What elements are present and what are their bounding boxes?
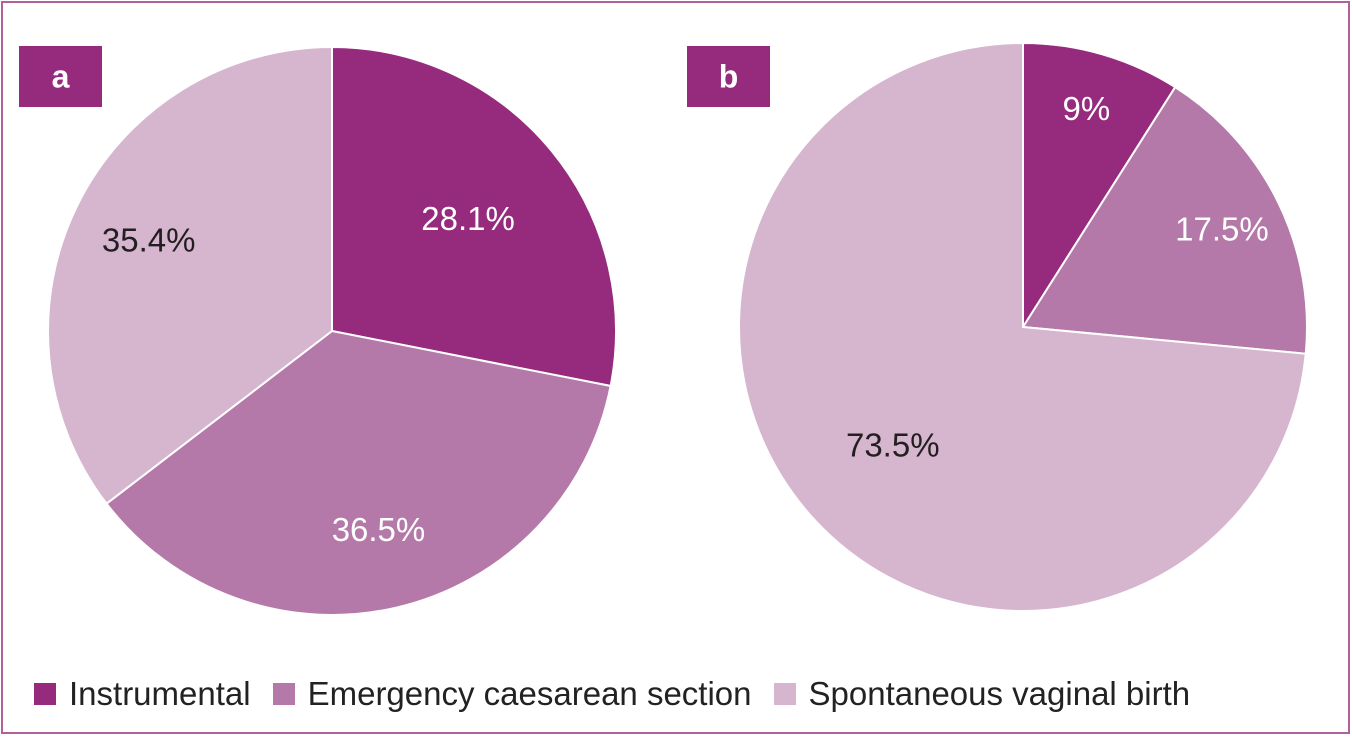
pie-slice-label-b-spontaneous-vaginal-birth: 73.5% xyxy=(846,427,940,464)
pie-slice-label-a-emergency-caesarean-section: 36.5% xyxy=(332,511,426,548)
legend-item-emergency-caesarean: Emergency caesarean section xyxy=(272,675,752,713)
pie-slice-label-b-instrumental: 9% xyxy=(1063,90,1111,127)
pie-slice-label-a-instrumental: 28.1% xyxy=(421,200,515,237)
legend-label-emergency-caesarean: Emergency caesarean section xyxy=(307,675,752,712)
pie-slice-a-emergency-caesarean-section xyxy=(105,329,612,616)
pie-chart-b: 9% 17.5% 73.5% xyxy=(738,41,1308,612)
legend-swatch-spontaneous-vaginal xyxy=(773,683,796,705)
pie-slice-label-b-emergency-caesarean-section: 17.5% xyxy=(1175,211,1269,248)
pie-slice-a-instrumental xyxy=(331,45,617,388)
pie-slice-b-instrumental xyxy=(1022,41,1177,331)
legend-swatch-instrumental xyxy=(34,683,56,705)
pie-slice-label-a-spontaneous-vaginal-birth: 35.4% xyxy=(102,221,196,258)
legend-item-instrumental: Instrumental xyxy=(34,675,251,713)
legend: Instrumental Emergency caesarean section… xyxy=(34,672,1212,716)
legend-label-spontaneous-vaginal: Spontaneous vaginal birth xyxy=(808,675,1191,712)
legend-label-instrumental: Instrumental xyxy=(69,675,251,712)
pie-slice-a-spontaneous-vaginal-birth xyxy=(47,45,333,506)
panel-label-box-b xyxy=(687,46,770,107)
legend-swatch-emergency-caesarean xyxy=(272,683,295,705)
panel-label-a: a xyxy=(52,59,70,95)
pie-slice-b-spontaneous-vaginal-birth xyxy=(738,41,1307,612)
panel-label-b: b xyxy=(719,59,739,95)
pie-slice-b-emergency-caesarean-section xyxy=(1021,85,1308,355)
pie-chart-a: 28.1% 36.5% 35.4% xyxy=(47,45,617,616)
panel-label-box-a xyxy=(19,46,102,107)
legend-item-spontaneous-vaginal: Spontaneous vaginal birth xyxy=(773,675,1191,713)
